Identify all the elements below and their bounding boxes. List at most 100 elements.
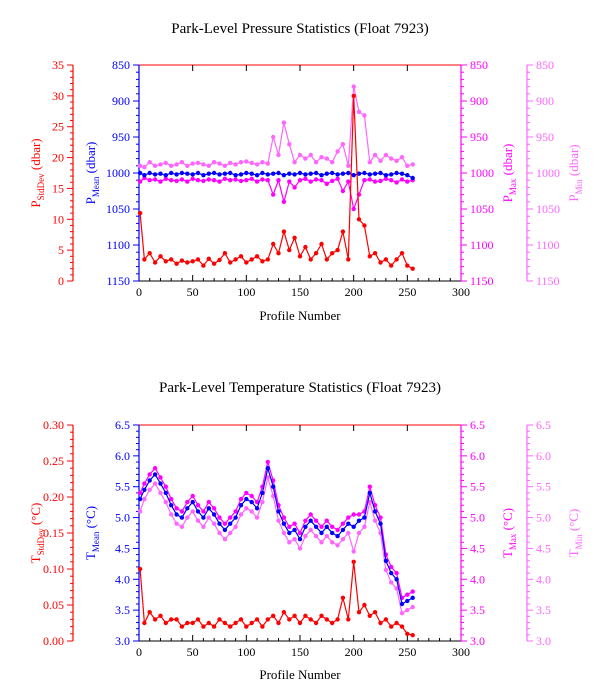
stddev-data-point	[254, 254, 260, 259]
stddev-data-point	[217, 617, 222, 622]
stddev-tick-label: 20	[52, 151, 64, 165]
mean-data-point	[372, 509, 378, 514]
x-tick-label: 200	[345, 645, 363, 659]
stddev-data-point	[217, 257, 222, 263]
mean-data-point	[313, 524, 319, 529]
stddev-data-point	[244, 624, 249, 629]
max-data-point	[394, 180, 399, 185]
min-data-point	[249, 160, 254, 166]
min-data-point	[152, 481, 158, 486]
min-data-point	[211, 160, 217, 165]
pressure-x-axis-label: Profile Number	[259, 308, 341, 323]
mean-data-point	[330, 530, 335, 536]
mean-data-point	[405, 173, 410, 178]
stddev-data-point	[271, 241, 276, 247]
stddev-data-point	[174, 261, 179, 266]
min-data-point	[399, 611, 405, 616]
max-data-point	[335, 527, 340, 533]
min-tick-label: 4.5	[536, 541, 551, 555]
min-data-point	[330, 160, 335, 165]
min-data-point	[211, 521, 217, 526]
pressure-chart-title: Park-Level Pressure Statistics (Float 79…	[171, 21, 428, 37]
max-data-point	[330, 524, 335, 529]
stddev-data-point	[346, 617, 351, 622]
mean-data-point	[185, 506, 190, 511]
stddev-tick-label: 25	[52, 120, 64, 134]
mean-data-point	[195, 170, 201, 176]
max-data-point	[367, 484, 372, 489]
mean-data-point	[142, 487, 147, 492]
max-data-point	[271, 192, 276, 197]
mean-data-point	[346, 170, 351, 176]
mean-data-point	[394, 577, 399, 582]
stddev-data-point	[287, 617, 292, 622]
mean-data-point	[201, 515, 206, 520]
min-data-point	[185, 515, 190, 520]
stddev-data-point	[303, 613, 308, 618]
min-tick-label: 850	[536, 58, 554, 72]
min-data-point	[340, 142, 346, 147]
min-tick-label: 1100	[536, 238, 560, 252]
stddev-data-point	[405, 631, 410, 636]
mean-data-point	[260, 490, 265, 496]
mean-data-point	[152, 472, 158, 477]
stddev-tick-label: 35	[52, 58, 64, 72]
min-data-point	[313, 533, 319, 539]
stddev-tick-label: 5	[58, 243, 64, 257]
min-data-point	[335, 149, 340, 154]
max-data-point	[190, 493, 195, 499]
mean-data-point	[313, 170, 319, 176]
stddev-data-point	[324, 257, 329, 262]
max-data-point	[394, 570, 399, 576]
mean-data-point	[383, 173, 389, 178]
mean-data-point	[303, 524, 308, 529]
stddev-data-point	[137, 566, 143, 572]
mean-data-point	[351, 524, 356, 529]
stddev-data-point	[276, 620, 281, 626]
mean-data-point	[367, 490, 372, 496]
stddev-data-point	[313, 620, 319, 626]
mean-tick-label: 3.5	[115, 603, 130, 617]
mean-data-point	[367, 172, 372, 177]
stddev-data-point	[330, 620, 335, 626]
min-data-point	[228, 160, 233, 166]
max-data-point	[297, 530, 303, 536]
min-data-point	[394, 158, 399, 163]
min-data-point	[372, 152, 378, 158]
mean-tick-label: 850	[112, 58, 130, 72]
min-data-point	[163, 499, 168, 505]
max-data-point	[185, 179, 190, 184]
mean-data-point	[330, 170, 335, 176]
stddev-data-point	[367, 613, 372, 618]
max-data-point	[324, 181, 329, 186]
mean-data-point	[238, 172, 244, 177]
stddev-data-point	[147, 251, 152, 256]
min-data-point	[222, 537, 228, 542]
stddev-data-point	[351, 559, 356, 564]
stddev-data-point	[410, 633, 415, 638]
min-data-point	[389, 580, 394, 585]
mean-data-point	[179, 170, 185, 176]
x-tick-label: 300	[452, 645, 470, 659]
min-tick-label: 4.0	[536, 572, 551, 586]
stddev-data-point	[405, 263, 410, 268]
stddev-data-point	[399, 624, 405, 629]
x-tick-label: 50	[187, 285, 199, 299]
max-data-point	[265, 178, 270, 183]
stddev-data-point	[276, 251, 281, 256]
max-data-point	[201, 178, 206, 184]
stddev-data-point	[362, 602, 367, 608]
x-tick-label: 0	[136, 285, 142, 299]
stddev-data-point	[372, 251, 378, 256]
min-data-point	[319, 155, 324, 160]
stddev-data-point	[394, 620, 399, 626]
min-data-point	[281, 120, 287, 125]
mean-tick-label: 4.5	[115, 541, 130, 555]
max-data-point	[137, 179, 143, 184]
mean-data-point	[405, 598, 410, 604]
max-tick-label: 3.5	[470, 603, 485, 617]
mean-data-point	[185, 171, 190, 176]
min-data-point	[185, 163, 190, 168]
max-data-point	[254, 179, 260, 184]
